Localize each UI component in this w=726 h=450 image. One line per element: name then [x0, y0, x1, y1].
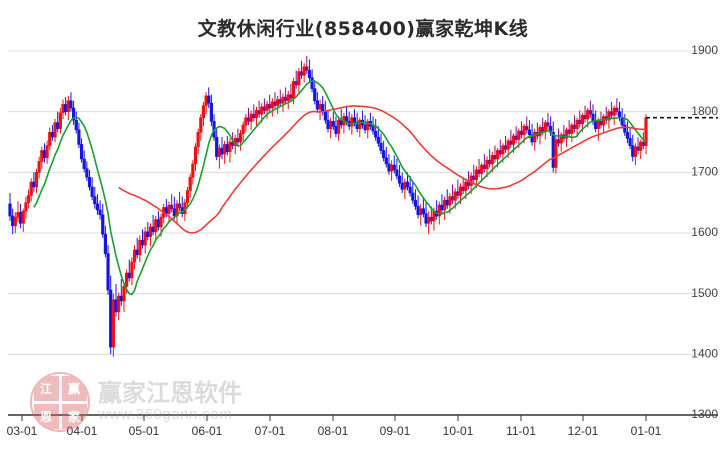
svg-text:1600: 1600	[691, 225, 718, 239]
x-axis	[21, 415, 647, 421]
svg-text:01-01: 01-01	[631, 424, 662, 438]
candlestick-series	[8, 55, 648, 357]
page-title: 文教休闲行业(858400)赢家乾坤K线	[197, 18, 529, 40]
svg-text:11-01: 11-01	[506, 424, 536, 438]
ma-short-line	[33, 80, 646, 296]
x-axis-labels: 03-01 04-01 05-01 06-01 07-01 08-01 09-01 10-01…	[7, 424, 662, 438]
svg-text:1700: 1700	[691, 165, 718, 179]
svg-text:12-01: 12-01	[568, 424, 599, 438]
grid-lines	[8, 50, 718, 416]
svg-text:1800: 1800	[691, 104, 718, 118]
y-axis-labels: 1900 1800 1700 1600 1500 1400 1300	[691, 43, 718, 421]
svg-text:10-01: 10-01	[443, 424, 474, 438]
svg-text:1500: 1500	[691, 286, 718, 300]
svg-text:06-01: 06-01	[192, 424, 223, 438]
svg-text:03-01: 03-01	[7, 424, 38, 438]
svg-text:09-01: 09-01	[380, 424, 411, 438]
svg-text:07-01: 07-01	[255, 424, 286, 438]
svg-text:04-01: 04-01	[67, 424, 98, 438]
svg-text:05-01: 05-01	[129, 424, 160, 438]
svg-text:1300: 1300	[691, 407, 718, 421]
svg-text:08-01: 08-01	[318, 424, 349, 438]
svg-text:1400: 1400	[691, 347, 718, 361]
svg-text:1900: 1900	[691, 43, 718, 57]
ma-long-line	[118, 105, 647, 234]
